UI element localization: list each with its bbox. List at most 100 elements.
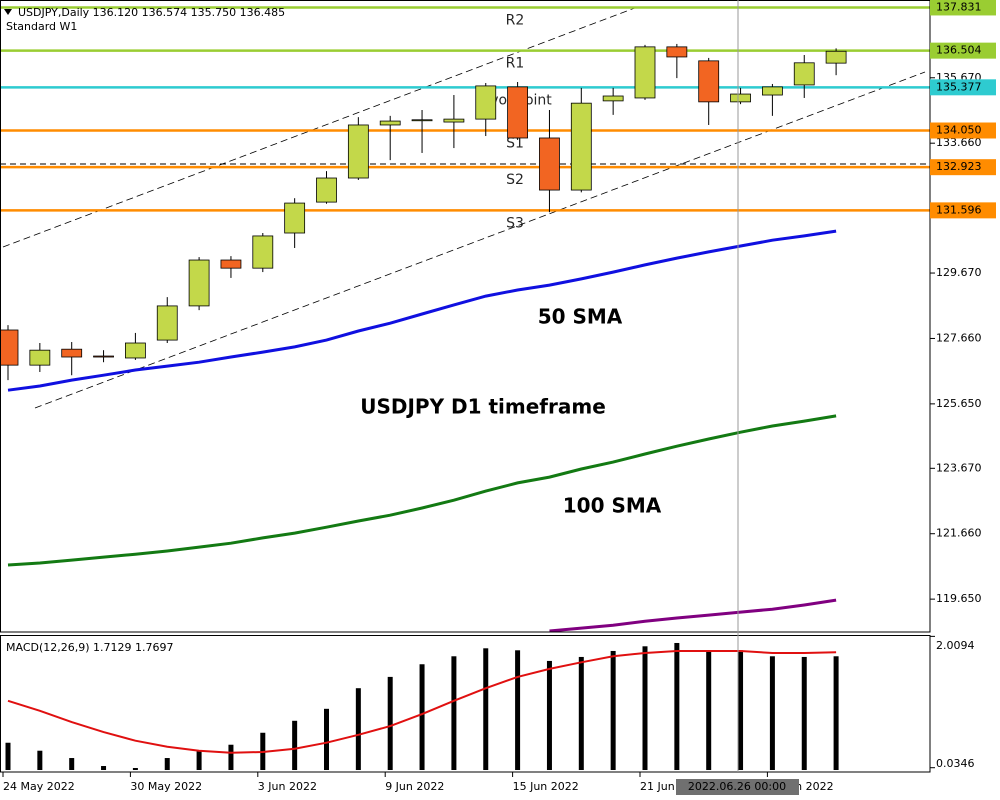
candle-body	[252, 235, 274, 269]
series-label: 50 SMA	[538, 305, 623, 329]
macd-panel	[5, 642, 839, 771]
candle-body	[93, 355, 114, 358]
candle-body	[316, 177, 337, 203]
histogram-bar	[5, 742, 11, 771]
candle-body	[29, 349, 51, 366]
level-value: 136.504	[936, 44, 982, 57]
histogram-bar	[324, 708, 329, 771]
candle-body	[602, 95, 624, 102]
candle-body	[825, 50, 847, 64]
y-tick-label: 121.660	[936, 527, 982, 540]
x-tick-label: 15 Jun 2022	[513, 780, 579, 793]
histogram-bar	[387, 676, 393, 771]
histogram-bar	[101, 766, 107, 771]
histogram-bar	[833, 656, 839, 771]
histogram-bar	[515, 650, 521, 771]
candle-body	[0, 329, 19, 366]
candle-body	[730, 93, 751, 103]
candle-body	[156, 305, 178, 341]
histogram-bar	[706, 650, 712, 771]
level-value: 134.050	[936, 124, 982, 137]
y-tick-label: 123.670	[936, 461, 982, 474]
y-tick-label: 119.650	[936, 592, 982, 605]
level-value: 137.831	[936, 0, 982, 13]
candle-body	[411, 119, 433, 122]
histogram-bar	[196, 750, 202, 771]
x-tick-label: 30 May 2022	[130, 780, 202, 793]
line	[7, 229, 837, 392]
histogram-bar	[355, 688, 361, 771]
macd-frame	[0, 635, 931, 773]
level-box	[930, 202, 996, 219]
y-tick-label: 125.650	[936, 397, 982, 410]
x-tick-label: 3 Jun 2022	[258, 780, 317, 793]
crosshair-box	[676, 779, 799, 795]
histogram-bar	[451, 656, 457, 771]
crosshair-label: 2022.06.26 00:00	[688, 780, 786, 793]
y-tick-label: 0.0346	[936, 757, 975, 770]
level-value: 131.596	[936, 203, 982, 216]
y-tick-label: 2.0094	[936, 639, 975, 652]
histogram-bar	[37, 750, 43, 771]
title-marker	[4, 9, 12, 15]
line	[7, 414, 837, 567]
level-box	[930, 42, 996, 59]
histogram-bar	[132, 768, 138, 771]
level-name: R1	[506, 56, 525, 72]
level-box	[930, 79, 996, 96]
candle-body	[188, 259, 210, 307]
x-tick-label: 9 Jun 2022	[385, 780, 444, 793]
histogram-bar	[69, 758, 75, 771]
line	[549, 598, 837, 632]
histogram-bar	[483, 648, 489, 771]
candle-body	[475, 85, 497, 120]
chart-title: USDJPY,Daily 136.120 136.574 135.750 136…	[18, 6, 285, 19]
histogram-bar	[738, 650, 744, 771]
series-label: 100 SMA	[563, 494, 662, 518]
histogram-bar	[578, 656, 584, 771]
candle-body	[379, 120, 401, 126]
histogram-bar	[769, 656, 775, 771]
candle-body	[125, 342, 146, 359]
level-value: 132.923	[936, 160, 982, 173]
histogram-bar	[164, 758, 170, 771]
candle-body	[507, 86, 529, 139]
histogram-bar	[228, 744, 234, 771]
level-box	[930, 122, 996, 139]
level-box	[930, 0, 996, 16]
level-value: 135.377	[936, 80, 982, 93]
candle-body	[666, 46, 688, 58]
candle-body	[539, 137, 560, 191]
y-tick-label: 127.660	[936, 331, 982, 344]
histogram-bar	[674, 642, 680, 771]
histogram-bar	[546, 660, 552, 771]
level-box	[930, 159, 996, 176]
y-tick-label: 129.670	[936, 266, 982, 279]
macd-title: MACD(12,26,9) 1.7129 1.7697	[6, 641, 174, 654]
candle-body	[61, 348, 83, 358]
chart-subtitle: Standard W1	[6, 20, 77, 33]
level-name: S1	[506, 136, 524, 152]
histogram-bar	[610, 650, 616, 771]
histogram-bar	[419, 664, 425, 771]
candle-body	[220, 259, 242, 269]
candle-body	[793, 62, 815, 86]
histogram-bar	[801, 656, 807, 771]
candle-body	[762, 86, 783, 96]
histogram-bar	[642, 646, 648, 771]
candle-body	[634, 46, 656, 99]
channel-line	[2, 5, 641, 248]
y-tick-label: 133.660	[936, 136, 982, 149]
x-tick-label: 24 May 2022	[3, 780, 75, 793]
level-name: S3	[506, 215, 524, 231]
candle-body	[284, 202, 306, 234]
annotation: USDJPY D1 timeframe	[360, 395, 606, 419]
histogram-bar	[292, 720, 298, 771]
main-frame	[0, 0, 931, 633]
level-name: R2	[506, 12, 525, 28]
level-name: S2	[506, 172, 524, 188]
candle-body	[570, 102, 592, 191]
